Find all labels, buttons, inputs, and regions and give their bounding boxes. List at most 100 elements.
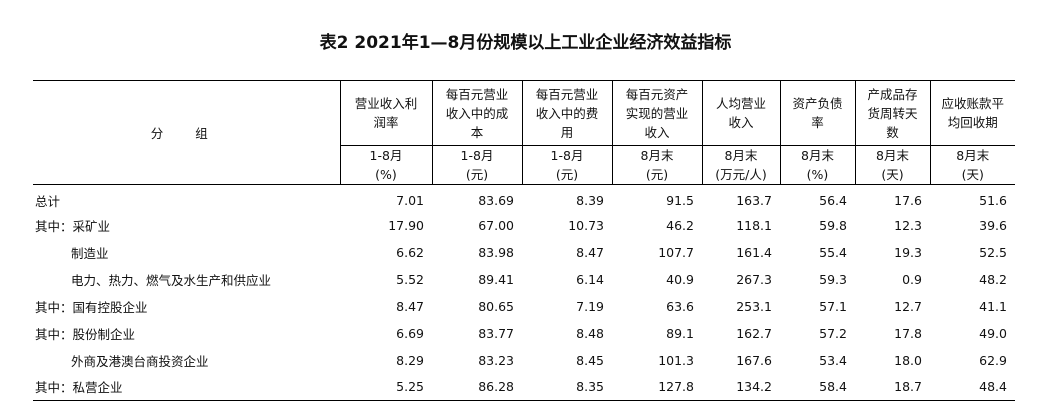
column-period: 8月末 (956, 148, 990, 163)
cell-value: 8.47 (576, 244, 604, 260)
cell-value: 58.4 (819, 379, 847, 395)
cell-value: 83.23 (478, 352, 514, 368)
column-period: 1-8月 (460, 148, 494, 163)
cell-value: 18.0 (894, 352, 922, 368)
column-header: 资产负债率 (779, 80, 855, 146)
cell-value: 8.45 (576, 352, 604, 368)
cell-value: 52.5 (979, 244, 1007, 260)
cell-value: 6.14 (576, 271, 604, 287)
cell-value: 18.7 (894, 379, 922, 395)
column-period: 8月末 (801, 148, 834, 163)
row-label: 制造业 (71, 245, 109, 261)
cell-value: 86.28 (478, 379, 514, 395)
data-table: 分 组 营业收入利润率 每百元营业收入中的成本 每百元营业收入中的费用 每百元资产实现… (33, 80, 1015, 401)
column-header: 人均营业收入 (701, 80, 780, 146)
cell-value: 89.1 (666, 325, 694, 341)
column-header: 每百元资产实现的营业收入 (611, 80, 702, 146)
cell-value: 59.3 (819, 271, 847, 287)
unit-row: 1-8月 (%) 1-8月 (元) 1-8月 (元) 8月末 (元) 8月末 (万元/人) 8月末 (… (33, 145, 1015, 185)
cell-value: 127.8 (658, 379, 694, 395)
cell-value: 118.1 (736, 217, 772, 233)
column-period: 8月末 (876, 148, 909, 163)
column-unit-text: (%) (806, 167, 829, 182)
cell-value: 19.3 (894, 244, 922, 260)
data-row: 其中：私营企业 5.25 86.28 8.35 127.8 134.2 58.4 18.7 48… (33, 374, 1015, 401)
cell-value: 5.25 (396, 379, 424, 395)
column-unit-text: (元) (465, 167, 489, 182)
column-unit: 8月末 (万元/人) (701, 145, 780, 185)
column-period: 8月末 (640, 148, 674, 163)
cell-value: 17.8 (894, 325, 922, 341)
data-row: 制造业 6.62 83.98 8.47 107.7 161.4 55.4 19.3 52.5 (33, 239, 1015, 266)
column-unit: 8月末 (天) (854, 145, 930, 185)
data-row: 其中：国有控股企业 8.47 80.65 7.19 63.6 253.1 57.1 12.7 4… (33, 293, 1015, 320)
column-period: 1-8月 (550, 148, 584, 163)
cell-value: 107.7 (658, 244, 694, 260)
column-unit-text: (%) (375, 167, 397, 182)
cell-value: 67.00 (478, 217, 514, 233)
cell-value: 63.6 (666, 298, 694, 314)
cell-value: 56.4 (819, 192, 847, 208)
column-unit-text: (天) (881, 167, 904, 182)
cell-value: 51.6 (979, 192, 1007, 208)
column-unit: 1-8月 (%) (339, 145, 432, 185)
cell-value: 134.2 (736, 379, 772, 395)
cell-value: 59.8 (819, 217, 847, 233)
cell-value: 267.3 (736, 271, 772, 287)
cell-value: 12.7 (894, 298, 922, 314)
cell-value: 12.3 (894, 217, 922, 233)
cell-value: 163.7 (736, 192, 772, 208)
column-header: 应收账款平均回收期 (929, 80, 1015, 146)
row-label: 电力、热力、燃气及水生产和供应业 (71, 272, 272, 288)
cell-value: 83.69 (478, 192, 514, 208)
cell-value: 6.62 (396, 244, 424, 260)
row-label: 其中：私营企业 (35, 380, 123, 396)
cell-value: 89.41 (478, 271, 514, 287)
table-title: 表2 2021年1—8月份规模以上工业企业经济效益指标 (319, 33, 732, 53)
cell-value: 10.73 (568, 217, 604, 233)
cell-value: 17.6 (894, 192, 922, 208)
cell-value: 48.2 (979, 271, 1007, 287)
cell-value: 55.4 (819, 244, 847, 260)
column-period: 1-8月 (369, 148, 403, 163)
header-row: 分 组 营业收入利润率 每百元营业收入中的成本 每百元营业收入中的费用 每百元资产实现… (33, 80, 1015, 185)
cell-value: 83.98 (478, 244, 514, 260)
column-unit: 1-8月 (元) (521, 145, 612, 185)
cell-value: 41.1 (979, 298, 1007, 314)
column-header: 每百元营业收入中的费用 (521, 80, 612, 146)
cell-value: 62.9 (979, 352, 1007, 368)
row-label: 其中：采矿业 (35, 218, 111, 234)
cell-value: 6.69 (396, 325, 424, 341)
column-header: 每百元营业收入中的成本 (431, 80, 522, 146)
column-unit: 8月末 (元) (611, 145, 702, 185)
data-row: 其中：股份制企业 6.69 83.77 8.48 89.1 162.7 57.2 17.8 49… (33, 320, 1015, 347)
cell-value: 0.9 (902, 271, 922, 287)
column-unit-text: (元) (555, 167, 579, 182)
cell-value: 83.77 (478, 325, 514, 341)
cell-value: 80.65 (478, 298, 514, 314)
cell-value: 161.4 (736, 244, 772, 260)
cell-value: 48.4 (979, 379, 1007, 395)
cell-value: 5.52 (396, 271, 424, 287)
cell-value: 162.7 (736, 325, 772, 341)
column-header: 产成品存货周转天数 (854, 80, 930, 146)
cell-value: 53.4 (819, 352, 847, 368)
cell-value: 57.1 (819, 298, 847, 314)
row-label: 外商及港澳台商投资企业 (71, 353, 209, 369)
cell-value: 253.1 (736, 298, 772, 314)
data-row: 总计 7.01 83.69 8.39 91.5 163.7 56.4 17.6 51.6 (33, 185, 1015, 212)
cell-value: 7.19 (576, 298, 604, 314)
column-header: 营业收入利润率 (339, 80, 432, 146)
cell-value: 46.2 (666, 217, 694, 233)
column-unit-text: (万元/人) (715, 167, 767, 182)
column-unit: 8月末 (%) (779, 145, 855, 185)
cell-value: 8.47 (396, 298, 424, 314)
column-period: 8月末 (724, 148, 758, 163)
cell-value: 49.0 (979, 325, 1007, 341)
column-unit: 8月末 (天) (929, 145, 1015, 185)
data-row: 其中：采矿业 17.90 67.00 10.73 46.2 118.1 59.8 12.3 39… (33, 212, 1015, 239)
cell-value: 39.6 (979, 217, 1007, 233)
cell-value: 8.35 (576, 379, 604, 395)
cell-value: 7.01 (396, 192, 424, 208)
